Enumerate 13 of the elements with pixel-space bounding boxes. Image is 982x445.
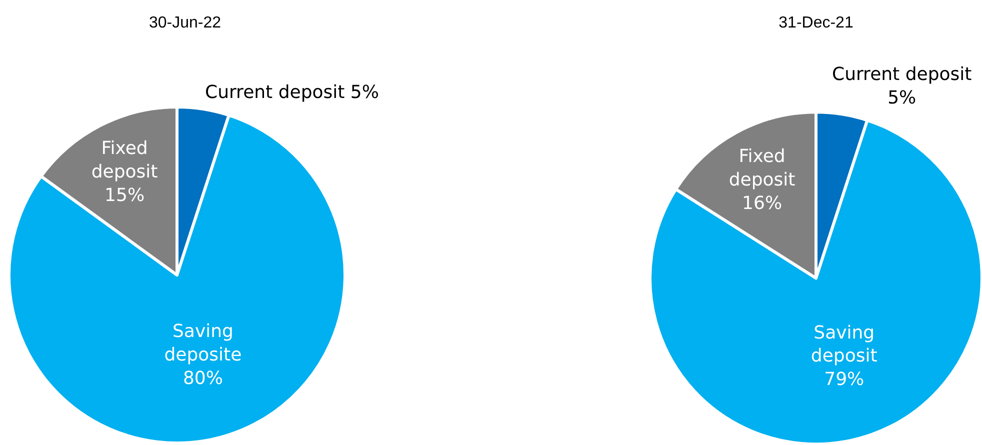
data-label: 80% — [182, 368, 223, 389]
data-label: 5% — [888, 87, 916, 108]
slice-label: Fixed deposit — [728, 146, 796, 190]
data-label: 16% — [742, 192, 782, 214]
slice-label: Current deposit — [832, 64, 972, 85]
data-label: 15% — [104, 184, 145, 206]
slice-label: Saving deposit — [810, 322, 878, 367]
slice-label: Saving deposite — [164, 321, 242, 366]
data-label: 79% — [824, 369, 864, 390]
slice-label: Fixed deposit — [91, 138, 158, 183]
slice-label: Current deposit 5% — [205, 82, 379, 103]
chart-title: 31-Dec-21 — [778, 14, 854, 32]
chart-title: 30-Jun-22 — [148, 14, 222, 32]
